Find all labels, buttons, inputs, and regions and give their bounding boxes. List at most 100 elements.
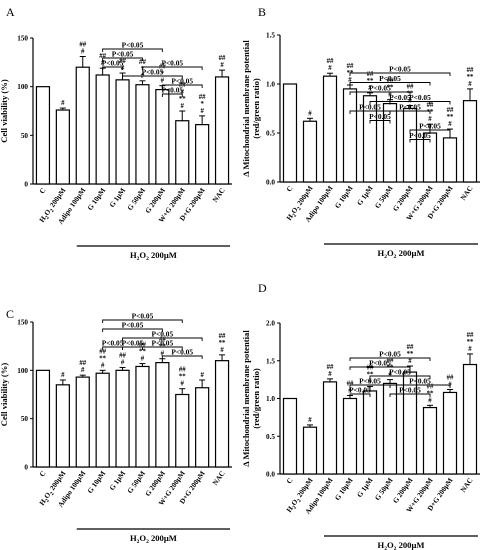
y-tick-label: 100 <box>17 367 28 375</box>
significance-mark: ## <box>467 332 474 339</box>
panel-a: A Cell viability (%) 0 50 100 150 C # H2O2 200μM… <box>0 5 232 262</box>
bracket-label: P<0.05 <box>409 131 431 140</box>
significance-mark: ## <box>347 63 354 70</box>
significance-mark: # <box>308 110 312 117</box>
bracket-label: P<0.05 <box>399 103 421 112</box>
x-category-label: C <box>38 187 48 196</box>
x-category-label: G 10μM <box>86 469 107 495</box>
bar <box>175 393 190 468</box>
significance-mark: ## <box>347 380 354 387</box>
significance-mark: ** <box>139 349 146 356</box>
significance-mark: ## <box>427 102 434 109</box>
x-category-label: G 1μM <box>108 186 127 209</box>
bracket-label: P<0.05 <box>409 93 431 102</box>
group-label: H2O2 200μM <box>130 250 177 262</box>
significance-mark: # <box>348 387 352 394</box>
bracket-label: P<0.05 <box>102 59 124 68</box>
bracket-label: P<0.05 <box>409 377 431 386</box>
bracket-label: P<0.05 <box>152 339 174 348</box>
x-category-label: G 50μM <box>373 184 394 210</box>
bar <box>75 66 90 185</box>
significance-mark: # <box>81 367 85 374</box>
y-tick-label: 1.5 <box>266 357 275 365</box>
bar <box>155 362 170 468</box>
significance-mark: ## <box>427 383 434 390</box>
bracket-label: P<0.05 <box>399 386 421 395</box>
y-tick-label: 0 <box>24 181 28 189</box>
bar <box>322 75 338 183</box>
bar <box>195 387 210 468</box>
bar <box>115 79 130 185</box>
significance-mark: # <box>468 81 472 88</box>
significance-mark: ## <box>199 94 206 101</box>
comparison-bracket <box>142 346 183 350</box>
significance-mark: ## <box>327 364 334 371</box>
y-tick-label: 0.5 <box>266 130 275 138</box>
significance-mark: ## <box>367 364 374 371</box>
bar <box>35 369 51 468</box>
x-category-label: G 10μM <box>333 476 354 502</box>
bracket-label: P<0.05 <box>142 68 164 77</box>
bar <box>322 381 338 475</box>
significance-mark: ** <box>367 78 374 85</box>
bar <box>442 391 458 475</box>
significance-mark: # <box>61 372 65 379</box>
significance-mark: # <box>220 347 224 354</box>
bar <box>282 397 298 475</box>
x-category-label: G 10μM <box>86 186 107 212</box>
y-tick-label: 0.0 <box>266 179 275 187</box>
panel-d: D Δ Mitochondrial membrane potential (red/… <box>241 281 480 550</box>
y-tick-label: 1.5 <box>266 32 275 40</box>
bracket-label: P<0.05 <box>389 368 411 377</box>
comparison-bracket <box>389 101 451 105</box>
comparison-bracket <box>161 84 203 88</box>
x-category-label: G 50μM <box>126 469 147 495</box>
comparison-bracket <box>161 355 203 359</box>
y-tick-label: 1.0 <box>266 81 275 89</box>
comparison-bracket <box>142 66 203 70</box>
significance-mark: ** <box>367 371 374 378</box>
bar <box>55 384 70 468</box>
group-label: H2O2 200μM <box>378 540 425 550</box>
significance-mark: ## <box>387 358 394 365</box>
x-category-label: G 1μM <box>108 469 127 492</box>
x-category-label: C <box>285 477 295 486</box>
significance-mark: ## <box>219 333 226 340</box>
significance-mark: ## <box>159 337 166 344</box>
bracket-label: P<0.05 <box>369 84 391 93</box>
panel-letter: A <box>6 5 15 19</box>
bar <box>282 83 298 183</box>
bracket-label: P<0.05 <box>102 339 124 348</box>
y-tick-label: 50 <box>21 415 29 423</box>
significance-mark: ## <box>139 342 146 349</box>
significance-mark: ## <box>447 107 454 114</box>
bar <box>214 360 230 468</box>
x-category-label: NAC <box>211 470 226 487</box>
significance-mark: # <box>428 116 432 123</box>
y-tick-label: 100 <box>17 83 28 91</box>
x-category-label: G 50μM <box>373 476 394 502</box>
y-axis-label: Δ Mitochondrial membrane potential <box>241 330 251 467</box>
comparison-bracket <box>102 319 183 323</box>
bar <box>175 120 190 185</box>
bracket-label: P<0.05 <box>152 330 174 339</box>
bracket-label: P<0.05 <box>161 59 183 68</box>
comparison-bracket <box>349 357 431 361</box>
bar <box>135 84 150 185</box>
comparison-bracket <box>369 120 391 124</box>
significance-mark: ** <box>99 355 106 362</box>
group-label: H2O2 200μM <box>130 533 177 545</box>
comparison-bracket <box>369 375 431 379</box>
bar <box>342 88 358 183</box>
significance-mark: # <box>468 346 472 353</box>
bracket-label: P<0.05 <box>349 386 371 395</box>
significance-mark: # <box>181 381 185 388</box>
significance-mark: ## <box>387 78 394 85</box>
comparison-bracket <box>349 393 371 397</box>
x-category-label: NAC <box>459 185 474 202</box>
comparison-bracket <box>389 384 451 388</box>
significance-mark: ## <box>467 67 474 74</box>
significance-mark: # <box>408 358 412 365</box>
significance-mark: # <box>161 78 165 85</box>
x-category-label: C <box>38 470 48 479</box>
